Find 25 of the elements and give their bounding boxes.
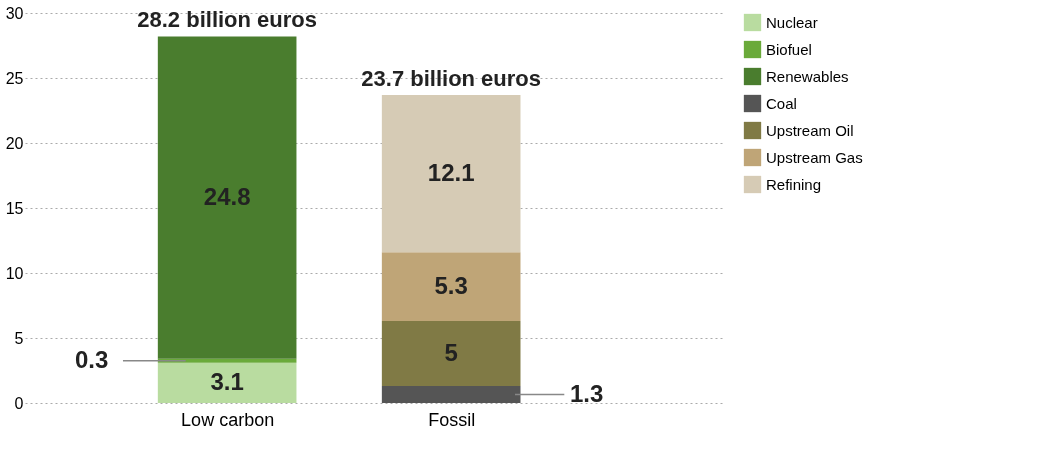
data-label: 0.3 bbox=[74, 345, 109, 373]
legend-label: Biofuel bbox=[766, 40, 812, 58]
data-label: 5.3 bbox=[434, 271, 468, 299]
y-tick-label: 5 bbox=[14, 329, 24, 347]
data-label: 3.1 bbox=[210, 367, 244, 395]
data-label: 12.1 bbox=[427, 158, 475, 186]
y-tick-label: 25 bbox=[5, 69, 24, 87]
legend-label: Upstream Gas bbox=[766, 148, 863, 166]
y-tick-label: 15 bbox=[5, 199, 24, 217]
data-label: 24.8 bbox=[203, 182, 251, 210]
total-label: 23.7 billion euros bbox=[361, 65, 542, 91]
y-tick-label: 0 bbox=[14, 394, 24, 412]
total-label: 28.2 billion euros bbox=[137, 7, 317, 33]
x-tick-label: Fossil bbox=[428, 409, 476, 430]
legend-label: Upstream Oil bbox=[766, 121, 854, 139]
data-label: 5 bbox=[444, 338, 458, 366]
x-tick-label: Low carbon bbox=[181, 409, 275, 430]
legend-label: Renewables bbox=[766, 67, 849, 85]
y-tick-label: 10 bbox=[5, 264, 24, 282]
legend-label: Coal bbox=[766, 94, 797, 112]
legend-label: Nuclear bbox=[766, 13, 818, 31]
y-tick-label: 30 bbox=[5, 4, 24, 22]
legend-label: Refining bbox=[766, 175, 822, 193]
y-tick-label: 20 bbox=[5, 134, 24, 152]
data-label: 1.3 bbox=[570, 379, 604, 407]
